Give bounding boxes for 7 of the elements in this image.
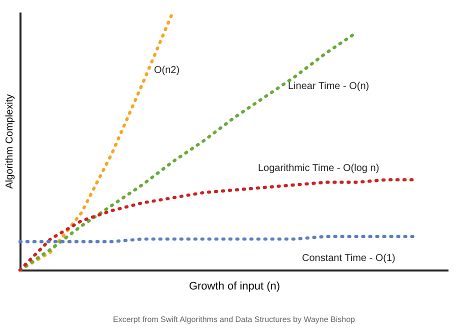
series-label: O(n2)	[154, 65, 180, 76]
series-label: Logarithmic Time - O(log n)	[258, 163, 380, 174]
x-axis-title: Growth of input (n)	[188, 280, 280, 292]
series-label: Linear Time - O(n)	[288, 81, 370, 92]
text: Excerpt from Swift Algorithms and Data Structures by Wayne Bishop	[112, 315, 356, 324]
series-label: Constant Time - O(1)	[302, 253, 396, 264]
y-axis-title: Algorithm Complexity	[4, 94, 16, 189]
